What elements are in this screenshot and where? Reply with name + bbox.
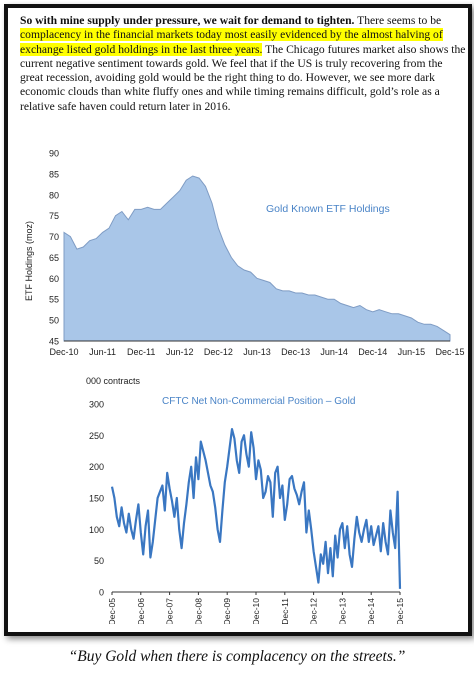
cftc-y-tick-6: 300 xyxy=(89,400,104,410)
etf-chart-title: Gold Known ETF Holdings xyxy=(266,203,390,215)
lead-sentence: So with mine supply under pressure, we w… xyxy=(20,14,355,27)
cftc-y-tick-0: 0 xyxy=(99,588,104,598)
body-text-2: The Chicago futures market also shows th… xyxy=(20,42,466,113)
etf-x-tick-5: Jun-13 xyxy=(243,347,271,357)
etf-x-tick-8: Dec-14 xyxy=(358,347,387,357)
etf-x-tick-6: Dec-13 xyxy=(281,347,310,357)
etf-y-tick-9: 90 xyxy=(49,149,59,159)
etf-x-tick-1: Jun-11 xyxy=(89,347,116,357)
cftc-x-tick-7: Dec-12 xyxy=(309,598,319,624)
etf-x-tick-9: Jun-15 xyxy=(398,347,426,357)
cftc-x-tick-5: Dec-10 xyxy=(251,598,261,624)
cftc-x-tick-8: Dec-13 xyxy=(337,598,347,624)
cftc-x-tick-0: Dec-05 xyxy=(107,598,117,624)
etf-y-tick-3: 60 xyxy=(49,274,59,284)
cftc-x-tick-9: Dec-14 xyxy=(366,598,376,624)
etf-y-tick-1: 50 xyxy=(49,316,59,326)
etf-y-tick-0: 45 xyxy=(49,337,59,347)
etf-y-tick-6: 75 xyxy=(49,211,59,221)
cftc-x-tick-6: Dec-11 xyxy=(280,598,290,624)
cftc-position-chart: 000 contracts CFTC Net Non-Commercial Po… xyxy=(86,376,405,624)
etf-holdings-chart: Gold Known ETF Holdings ETF Holdings (mo… xyxy=(24,149,465,358)
etf-x-tick-0: Dec-10 xyxy=(49,347,78,357)
cftc-x-tick-4: Dec-09 xyxy=(222,598,232,624)
etf-y-tick-5: 70 xyxy=(49,232,59,242)
etf-x-tick-3: Jun-12 xyxy=(166,347,194,357)
etf-y-axis-label: ETF Holdings (moz) xyxy=(24,221,34,301)
cftc-y-tick-4: 200 xyxy=(89,462,104,472)
etf-y-tick-2: 55 xyxy=(49,295,59,305)
cftc-y-axis-label: 000 contracts xyxy=(86,376,141,386)
cftc-y-tick-1: 50 xyxy=(94,556,104,566)
cftc-x-tick-10: Dec-15 xyxy=(395,598,405,624)
etf-x-tick-2: Dec-11 xyxy=(127,347,155,357)
cftc-x-tick-2: Dec-07 xyxy=(165,598,175,624)
cftc-net-position-line xyxy=(110,427,402,589)
cftc-y-tick-2: 100 xyxy=(89,525,104,535)
etf-x-tick-10: Dec-15 xyxy=(435,347,464,357)
cftc-y-tick-5: 250 xyxy=(89,431,104,441)
caption-quote: “Buy Gold when there is complacency on t… xyxy=(68,648,406,665)
cftc-x-tick-1: Dec-06 xyxy=(136,598,146,624)
etf-y-tick-7: 80 xyxy=(49,190,59,200)
etf-y-tick-4: 65 xyxy=(49,253,59,263)
cftc-x-tick-3: Dec-08 xyxy=(193,598,203,624)
cftc-y-tick-3: 150 xyxy=(89,494,104,504)
etf-x-tick-4: Dec-12 xyxy=(204,347,233,357)
document-frame: So with mine supply under pressure, we w… xyxy=(4,4,472,636)
etf-x-tick-7: Jun-14 xyxy=(320,347,348,357)
etf-holdings-area xyxy=(63,175,451,342)
cftc-chart-title: CFTC Net Non-Commercial Position – Gold xyxy=(162,396,355,407)
etf-y-tick-8: 85 xyxy=(49,169,59,179)
commentary-paragraph: So with mine supply under pressure, we w… xyxy=(20,14,466,114)
body-text-1: There seems to be xyxy=(354,14,442,27)
